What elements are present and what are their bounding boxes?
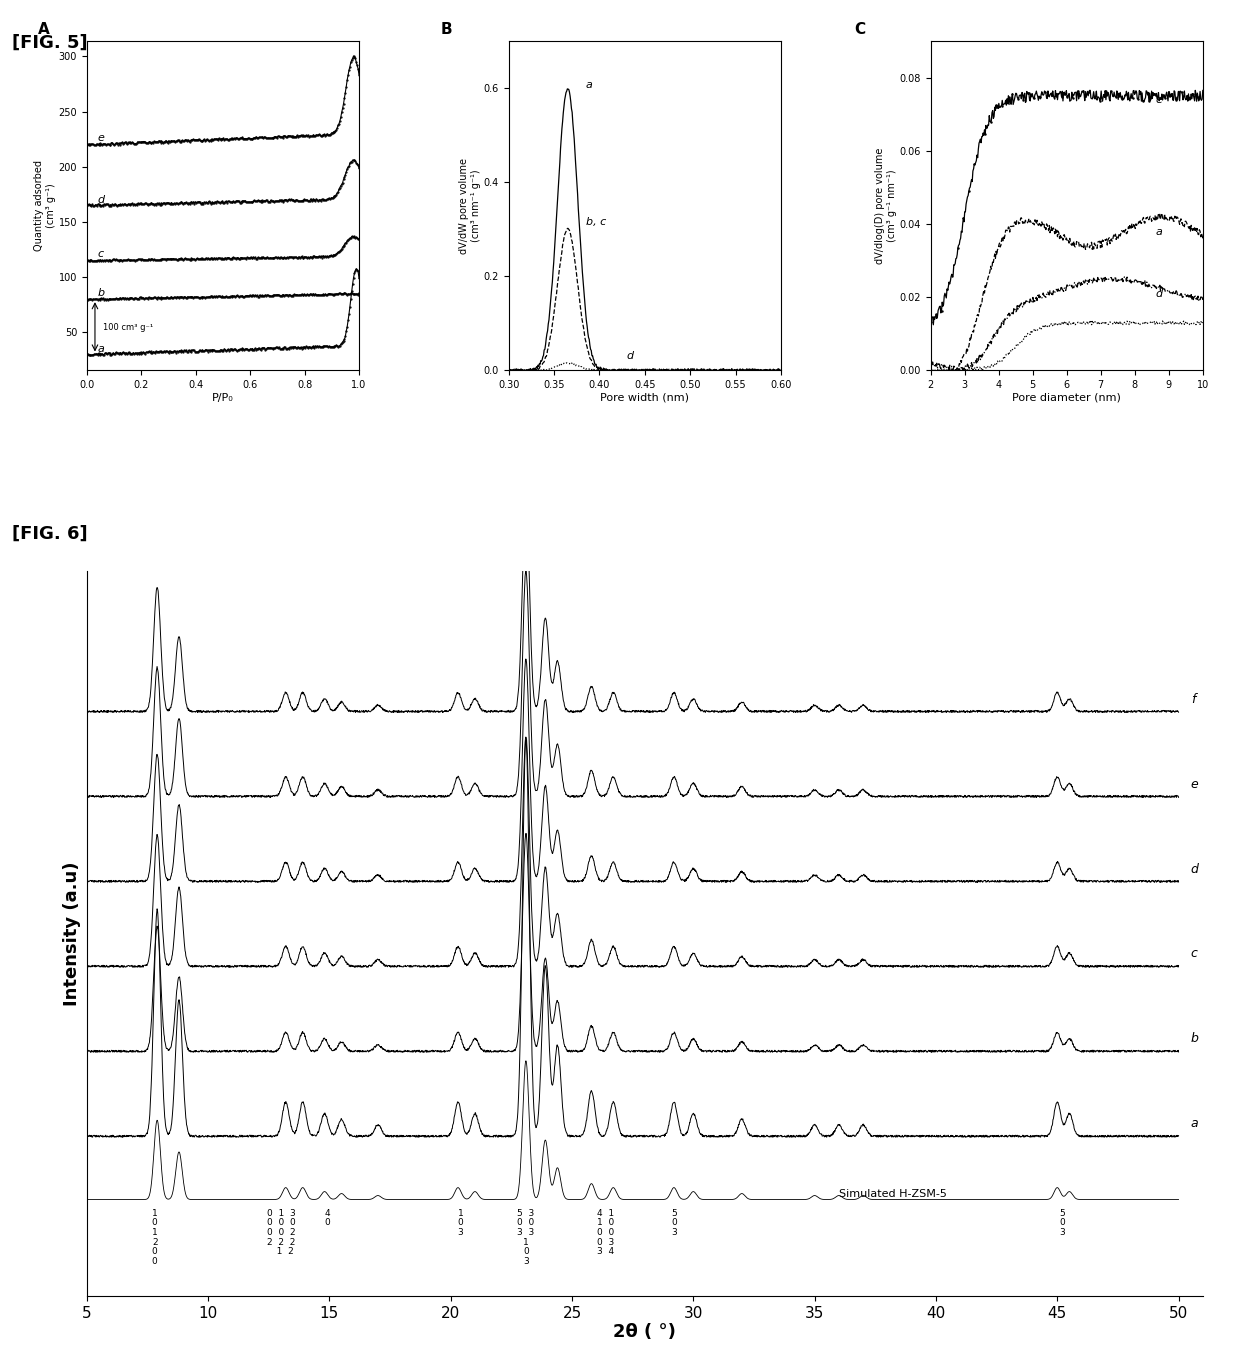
Text: A: A (37, 22, 50, 37)
X-axis label: Pore diameter (nm): Pore diameter (nm) (1012, 393, 1121, 402)
Text: e: e (1156, 95, 1162, 105)
Text: b: b (98, 288, 105, 299)
Y-axis label: dV/dlog(D) pore volume
(cm³ g⁻¹ nm⁻¹): dV/dlog(D) pore volume (cm³ g⁻¹ nm⁻¹) (875, 147, 897, 263)
Text: f: f (1190, 693, 1195, 705)
Text: b, c: b, c (585, 217, 606, 226)
Text: [FIG. 5]: [FIG. 5] (12, 34, 88, 52)
Text: e: e (1190, 777, 1198, 791)
Text: b: b (1190, 1033, 1199, 1045)
Text: 4
0: 4 0 (324, 1209, 330, 1228)
Text: d: d (1190, 862, 1199, 876)
Text: 0  1  3
0  0  0
0  0  2
2  2  2
   1  2: 0 1 3 0 0 0 0 0 2 2 2 2 1 2 (267, 1209, 295, 1256)
Text: d: d (1156, 289, 1162, 299)
Text: a: a (98, 344, 104, 353)
Text: d: d (626, 351, 634, 360)
Text: c: c (98, 248, 104, 259)
Text: 5
0
3: 5 0 3 (671, 1209, 677, 1237)
Y-axis label: dV/dW pore volume
(cm³ nm⁻¹ g⁻¹): dV/dW pore volume (cm³ nm⁻¹ g⁻¹) (459, 158, 481, 254)
Text: B: B (440, 22, 453, 37)
X-axis label: 2θ ( °): 2θ ( °) (614, 1323, 676, 1341)
Text: c: c (1190, 948, 1198, 960)
Y-axis label: Quantity adsorbed
(cm³ g⁻¹): Quantity adsorbed (cm³ g⁻¹) (33, 160, 56, 251)
Text: 100 cm³ g⁻¹: 100 cm³ g⁻¹ (103, 323, 154, 333)
Y-axis label: Intensity (a.u): Intensity (a.u) (63, 861, 82, 1005)
Text: d: d (98, 195, 105, 205)
Text: 5  3
0  0
3  3
1
0
3: 5 3 0 0 3 3 1 0 3 (517, 1209, 534, 1266)
Text: e: e (98, 134, 104, 143)
Text: a: a (585, 80, 593, 90)
X-axis label: Pore width (nm): Pore width (nm) (600, 393, 689, 402)
Text: 5
0
3: 5 0 3 (1059, 1209, 1065, 1237)
Text: 1
0
1
2
0
0: 1 0 1 2 0 0 (151, 1209, 157, 1266)
Text: 1
0
3: 1 0 3 (458, 1209, 464, 1237)
Text: a: a (1190, 1117, 1198, 1131)
Text: a: a (1156, 226, 1162, 237)
Text: [FIG. 6]: [FIG. 6] (12, 525, 88, 543)
Text: Simulated H-ZSM-5: Simulated H-ZSM-5 (839, 1189, 947, 1199)
Text: C: C (854, 22, 866, 37)
Text: 4  1
1  0
0  0
0  3
3  4: 4 1 1 0 0 0 0 3 3 4 (598, 1209, 615, 1256)
X-axis label: P/P₀: P/P₀ (212, 393, 234, 402)
